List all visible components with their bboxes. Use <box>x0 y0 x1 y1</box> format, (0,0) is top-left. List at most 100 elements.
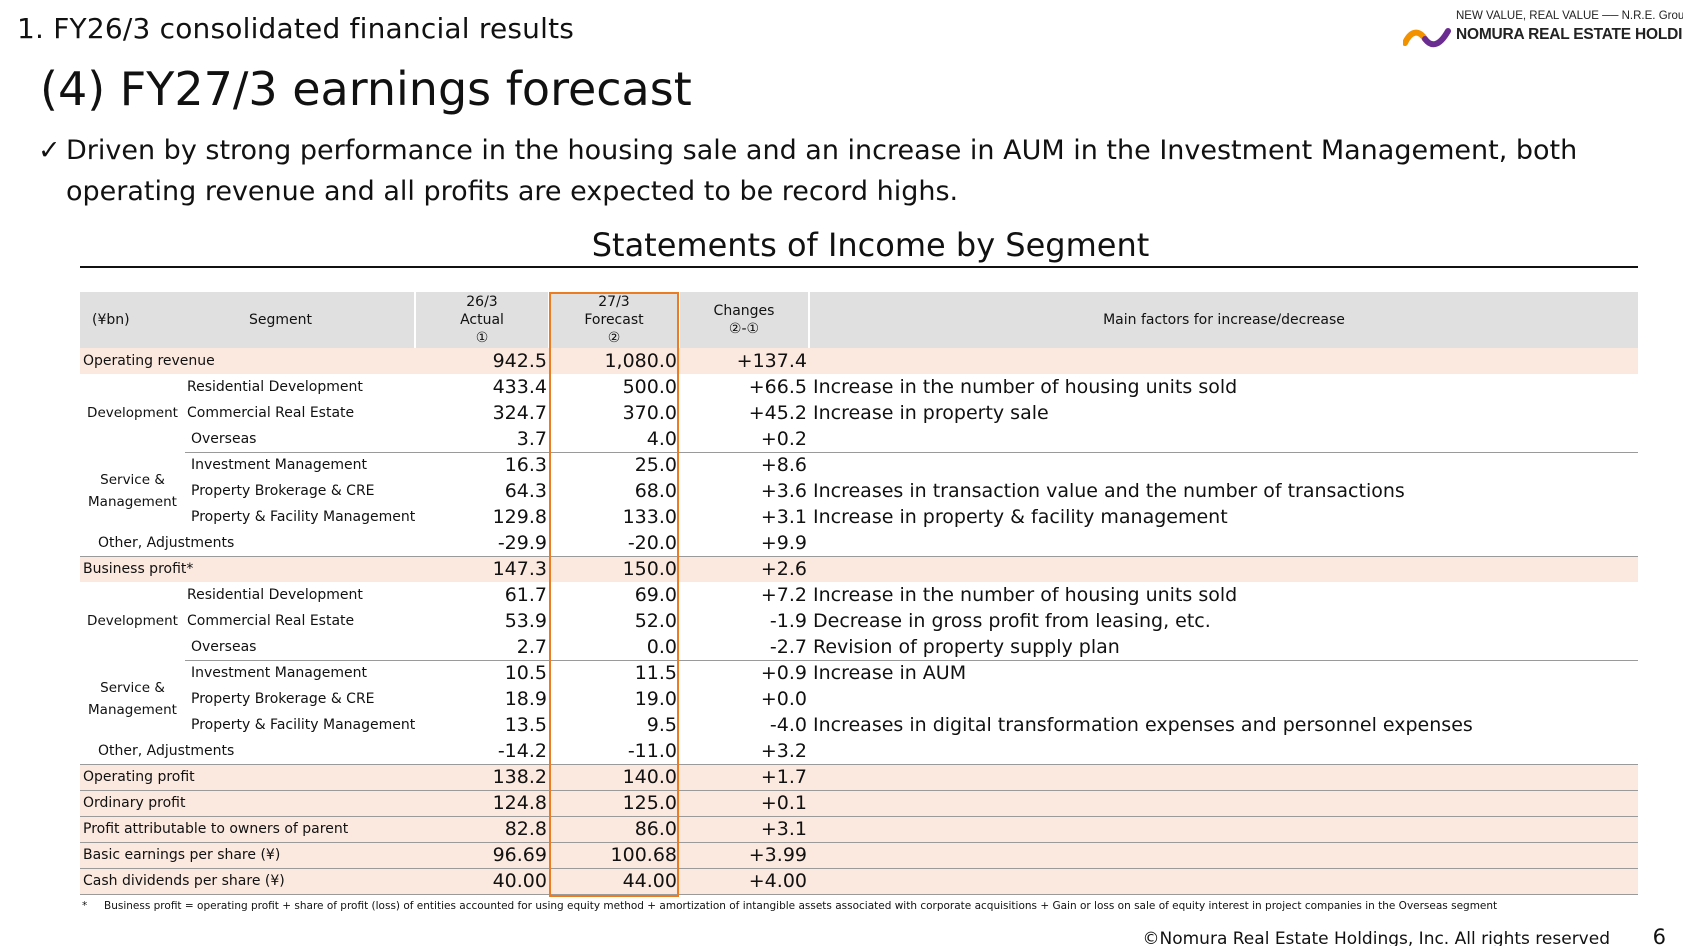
forecast-value: 140.0 <box>549 763 679 790</box>
actual-value: 96.69 <box>415 841 549 868</box>
forecast-value: 52.0 <box>634 610 677 632</box>
change-value: +8.6 <box>679 451 809 478</box>
forecast-value: -11.0 <box>627 739 677 762</box>
actual-header-marker: ① <box>475 330 489 346</box>
actual-value: 2.7 <box>516 635 547 658</box>
table-row: Property & Facility Management 13.5 9.5 … <box>80 712 1638 738</box>
actual-value: 10.5 <box>415 659 549 686</box>
factor-text <box>809 867 1638 895</box>
factor-text <box>809 686 1638 712</box>
table-row: Development Residential Development 61.7… <box>80 582 1638 629</box>
actual-value: 61.7 <box>504 584 547 606</box>
change-value: -2.7 <box>769 635 807 658</box>
actual-value: 942.5 <box>415 348 549 374</box>
factor-text <box>809 815 1638 842</box>
forecast-value: 86.0 <box>549 815 679 842</box>
row-label: Property & Facility Management <box>191 509 415 525</box>
change-value: +3.2 <box>760 739 807 762</box>
row-label: Profit attributable to owners of parent <box>80 815 415 842</box>
table-row: Property & Facility Management 129.8 133… <box>80 504 1638 530</box>
company-logo: NEW VALUE, REAL VALUE ── N.R.E. Group NO… <box>1403 10 1683 50</box>
change-value: +9.9 <box>760 531 807 554</box>
logo-mark-icon <box>1403 28 1451 48</box>
change-value: +3.1 <box>760 506 807 528</box>
change-value: +0.2 <box>760 427 807 450</box>
table-row: Service & Management Investment Manageme… <box>80 451 1638 510</box>
summary-text: Driven by strong performance in the hous… <box>66 135 1578 207</box>
footnote: * Business profit = operating profit + sh… <box>82 900 1497 912</box>
factor-text <box>809 530 1638 556</box>
change-value: +3.1 <box>679 815 809 842</box>
table-row: Service & Management Investment Manageme… <box>80 659 1638 718</box>
row-label: Basic earnings per share (¥) <box>80 841 415 868</box>
row-label: Cash dividends per share (¥) <box>80 867 415 895</box>
factor-text <box>809 763 1638 790</box>
forecast-value: 25.0 <box>549 451 679 478</box>
change-value: -4.0 <box>769 714 807 736</box>
row-label: Operating revenue <box>80 348 415 374</box>
table-row: Commercial Real Estate 53.9 52.0 -1.9 De… <box>80 608 1638 634</box>
segment-income-table: (¥bn) Segment 26/3 Actual ① 27/3 Forecas… <box>80 292 1638 895</box>
change-value: +137.4 <box>679 348 809 374</box>
table-row-ordinary-profit: Ordinary profit 124.8 125.0 +0.1 <box>80 789 1638 816</box>
logo-name: NOMURA REAL ESTATE HOLDINGS <box>1456 26 1683 43</box>
forecast-header-marker: ② <box>607 330 621 346</box>
actual-value: 16.3 <box>415 451 549 478</box>
factor-text: Revision of property supply plan <box>813 635 1120 658</box>
row-label: Investment Management <box>185 659 415 686</box>
factors-header: Main factors for increase/decrease <box>808 292 1638 348</box>
row-label: Property Brokerage & CRE <box>191 691 375 707</box>
table-row-eps: Basic earnings per share (¥) 96.69 100.6… <box>80 841 1638 868</box>
forecast-value: 69.0 <box>634 584 677 606</box>
forecast-value: 19.0 <box>634 688 677 710</box>
factor-text <box>809 555 1638 582</box>
copyright: ©Nomura Real Estate Holdings, Inc. All r… <box>1142 929 1611 946</box>
forecast-value: 4.0 <box>646 427 677 450</box>
actual-value: 18.9 <box>504 688 547 710</box>
change-value: +0.0 <box>760 688 807 710</box>
forecast-value: 11.5 <box>549 659 679 686</box>
actual-value: 64.3 <box>504 480 547 502</box>
change-value: +0.1 <box>679 789 809 816</box>
change-value: -1.9 <box>769 610 807 632</box>
change-value: +45.2 <box>748 402 807 424</box>
table-title: Statements of Income by Segment <box>591 226 1150 264</box>
row-label: Ordinary profit <box>80 789 415 816</box>
table-header-row: (¥bn) Segment 26/3 Actual ① 27/3 Forecas… <box>80 292 1638 348</box>
table-row: Commercial Real Estate 324.7 370.0 +45.2… <box>80 400 1638 426</box>
row-label: Other, Adjustments <box>98 534 235 551</box>
summary-bullet: ✓ Driven by strong performance in the ho… <box>38 130 1658 212</box>
footnote-mark: * <box>82 900 88 912</box>
row-label: Overseas <box>191 638 257 655</box>
actual-value: -14.2 <box>497 739 547 762</box>
forecast-header: 27/3 Forecast ② <box>548 292 679 348</box>
change-value: +0.9 <box>679 659 809 686</box>
table-row-operating-revenue: Operating revenue 942.5 1,080.0 +137.4 <box>80 348 1638 374</box>
change-value: +66.5 <box>748 376 807 398</box>
row-label: Property & Facility Management <box>191 717 415 733</box>
actual-value: 433.4 <box>492 376 547 398</box>
row-label: Investment Management <box>185 451 415 478</box>
forecast-value: 0.0 <box>646 635 677 658</box>
group-label-service-management: Service & Management <box>88 680 177 718</box>
actual-value: 13.5 <box>504 714 547 736</box>
factor-text: Increase in the number of housing units … <box>813 584 1238 606</box>
table-row: Other, Adjustments -14.2 -11.0 +3.2 <box>80 738 1638 764</box>
factor-text <box>809 789 1638 816</box>
actual-value: 138.2 <box>415 763 549 790</box>
row-label: Commercial Real Estate <box>187 405 355 421</box>
row-label: Residential Development <box>187 587 363 603</box>
forecast-value: 133.0 <box>622 506 677 528</box>
changes-header-label: Changes <box>713 303 775 319</box>
forecast-value: 9.5 <box>646 714 677 736</box>
actual-header-period: 26/3 <box>466 294 498 310</box>
factor-text: Decrease in gross profit from leasing, e… <box>813 610 1211 632</box>
logo-tagline: NEW VALUE, REAL VALUE ── N.R.E. Group <box>1456 10 1683 22</box>
factor-text <box>809 348 1638 374</box>
page-number: 6 <box>1652 925 1666 946</box>
change-value: +4.00 <box>679 867 809 895</box>
factor-text: Increases in digital transformation expe… <box>813 714 1473 736</box>
page-title: (4) FY27/3 earnings forecast <box>40 62 692 116</box>
forecast-value: 500.0 <box>622 376 677 398</box>
table-row: Overseas 3.7 4.0 +0.2 <box>80 426 1638 452</box>
